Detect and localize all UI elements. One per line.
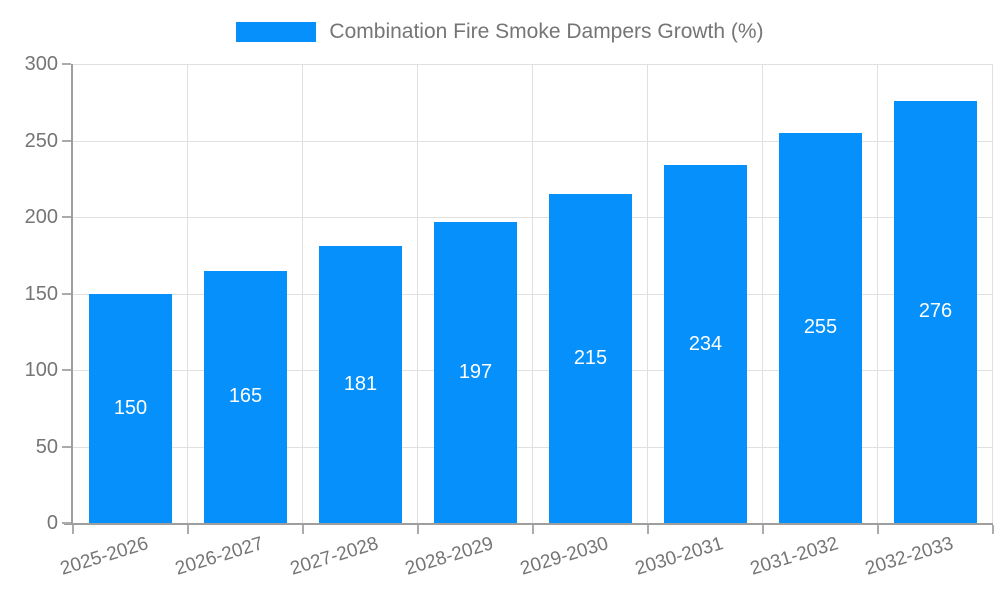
gridline-vertical bbox=[992, 64, 993, 523]
bar-2032-2033: 276 bbox=[894, 100, 977, 523]
gridline-horizontal bbox=[73, 64, 993, 65]
y-tick-label: 0 bbox=[46, 512, 58, 534]
bar-2025-2026: 150 bbox=[89, 293, 172, 523]
y-tick-label: 50 bbox=[35, 435, 58, 458]
gridline-vertical bbox=[302, 64, 303, 523]
bar-value-label: 165 bbox=[228, 385, 263, 408]
gridline-vertical bbox=[877, 64, 878, 523]
y-tick-mark bbox=[62, 139, 71, 142]
bar-2031-2032: 255 bbox=[779, 132, 862, 523]
x-axis-line bbox=[64, 523, 993, 525]
x-tick-mark bbox=[992, 525, 994, 534]
bar-value-label: 234 bbox=[688, 332, 723, 355]
y-tick-mark bbox=[62, 522, 71, 524]
gridline-vertical bbox=[532, 64, 533, 523]
x-tick-mark bbox=[762, 525, 764, 534]
bar-value-label: 181 bbox=[343, 373, 378, 396]
y-tick-mark bbox=[62, 369, 71, 371]
gridline-vertical bbox=[187, 64, 188, 523]
legend: Combination Fire Smoke Dampers Growth (%… bbox=[0, 20, 1000, 44]
x-tick-mark bbox=[647, 525, 649, 534]
y-tick-mark bbox=[62, 445, 71, 448]
bar-value-label: 255 bbox=[803, 316, 838, 339]
y-tick-label: 300 bbox=[24, 53, 58, 75]
y-tick-mark bbox=[62, 292, 71, 295]
bar-value-label: 197 bbox=[458, 360, 493, 383]
x-tick-mark bbox=[302, 525, 304, 534]
x-tick-mark bbox=[72, 525, 74, 534]
y-axis-line bbox=[71, 64, 73, 523]
gridline-vertical bbox=[762, 64, 763, 523]
x-tick-mark bbox=[532, 525, 534, 534]
gridline-vertical bbox=[417, 64, 418, 523]
x-tick-mark bbox=[417, 525, 419, 534]
plot-area: 150 165 181 197 215 234 255 276 bbox=[73, 64, 993, 523]
x-tick-mark bbox=[187, 525, 189, 534]
bar-2030-2031: 234 bbox=[664, 165, 747, 523]
bar-2029-2030: 215 bbox=[549, 194, 632, 523]
legend-label: Combination Fire Smoke Dampers Growth (%… bbox=[329, 20, 764, 43]
y-tick-label: 250 bbox=[24, 129, 58, 152]
legend-swatch bbox=[236, 22, 317, 42]
y-tick-label: 200 bbox=[24, 206, 58, 228]
y-tick-mark bbox=[62, 63, 71, 65]
bar-value-label: 215 bbox=[573, 347, 608, 370]
bar-value-label: 276 bbox=[918, 300, 953, 323]
bar-value-label: 150 bbox=[113, 396, 148, 419]
y-tick-label: 100 bbox=[24, 359, 58, 381]
x-tick-mark bbox=[877, 525, 879, 534]
bar-2028-2029: 197 bbox=[434, 221, 517, 523]
y-tick-mark bbox=[62, 216, 71, 218]
gridline-vertical bbox=[647, 64, 648, 523]
bar-2026-2027: 165 bbox=[204, 270, 287, 523]
bar-2027-2028: 181 bbox=[319, 246, 402, 523]
y-tick-label: 150 bbox=[24, 282, 58, 305]
